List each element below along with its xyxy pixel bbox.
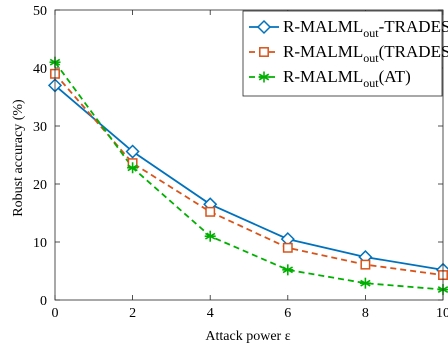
legend-entry-label: R-MALMLout(AT) [283,67,411,90]
legend-marker [258,71,270,83]
data-point [359,277,371,289]
x-tick-label: 0 [52,306,59,321]
series-line [54,73,444,276]
data-point [282,264,294,276]
data-point [360,259,371,270]
legend-marker [256,19,272,35]
data-point [127,162,139,174]
data-point [125,144,140,159]
data-point [282,242,293,253]
y-tick-label: 10 [33,236,47,251]
data-point [205,206,216,217]
axes-layer: 0 2 4 6 8 10 0 10 20 30 40 50 [33,4,448,321]
series-line [54,84,444,271]
y-tick-label: 30 [33,120,47,135]
legend: R-MALMLout-TRADESR-MALMLout(TRADES)R-MAL… [242,10,448,97]
legend-box [242,10,443,97]
series-line [54,61,444,291]
legend-marker [259,47,269,57]
x-tick-label: 4 [207,306,214,321]
y-axis-title: Robust accuracy (%) [11,99,26,217]
y-tick-label: 20 [33,178,47,193]
legend-entry-label: R-MALMLout(TRADES) [283,42,448,65]
y-tick-label: 50 [33,4,47,19]
data-point [204,230,216,242]
y-tick-label: 0 [40,294,47,309]
y-tick-label: 40 [33,62,47,77]
legend-entry-label: R-MALMLout-TRADES [283,17,448,40]
x-tick-label: 2 [129,306,136,321]
x-axis-title: Attack power ε [205,329,290,344]
series-layer [47,56,448,296]
x-tick-label: 10 [436,306,448,321]
plot-frame [54,9,444,301]
x-tick-label: 8 [362,306,369,321]
x-tick-label: 6 [284,306,291,321]
